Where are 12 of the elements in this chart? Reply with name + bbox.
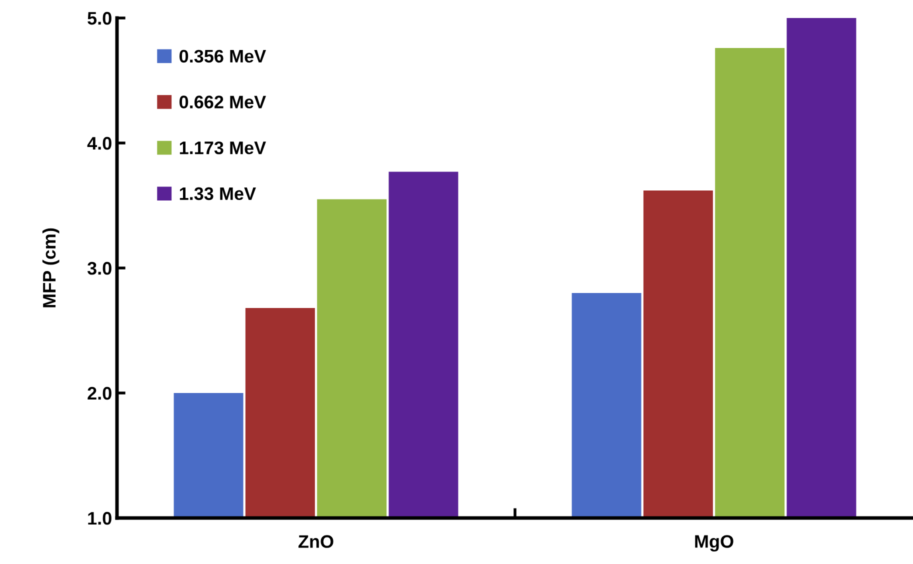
y-axis-title: MFP (cm) <box>42 228 60 308</box>
x-tick-label: MgO <box>695 535 734 552</box>
y-tick-label: 2.0 <box>88 386 112 400</box>
legend-label: 0.356 MeV <box>180 50 266 63</box>
y-tick-label: 1.0 <box>88 512 112 525</box>
legend-label: 1.33 MeV <box>180 187 256 200</box>
y-tick-label: 5.0 <box>88 12 112 25</box>
y-tick-label: 3.0 <box>87 262 112 275</box>
x-tick-label: ZnO <box>298 535 334 548</box>
legend-label: 1.173 MeV <box>180 141 266 154</box>
y-tick-label: 4.0 <box>87 136 112 150</box>
legend-label: 0.662 MeV <box>180 96 266 108</box>
